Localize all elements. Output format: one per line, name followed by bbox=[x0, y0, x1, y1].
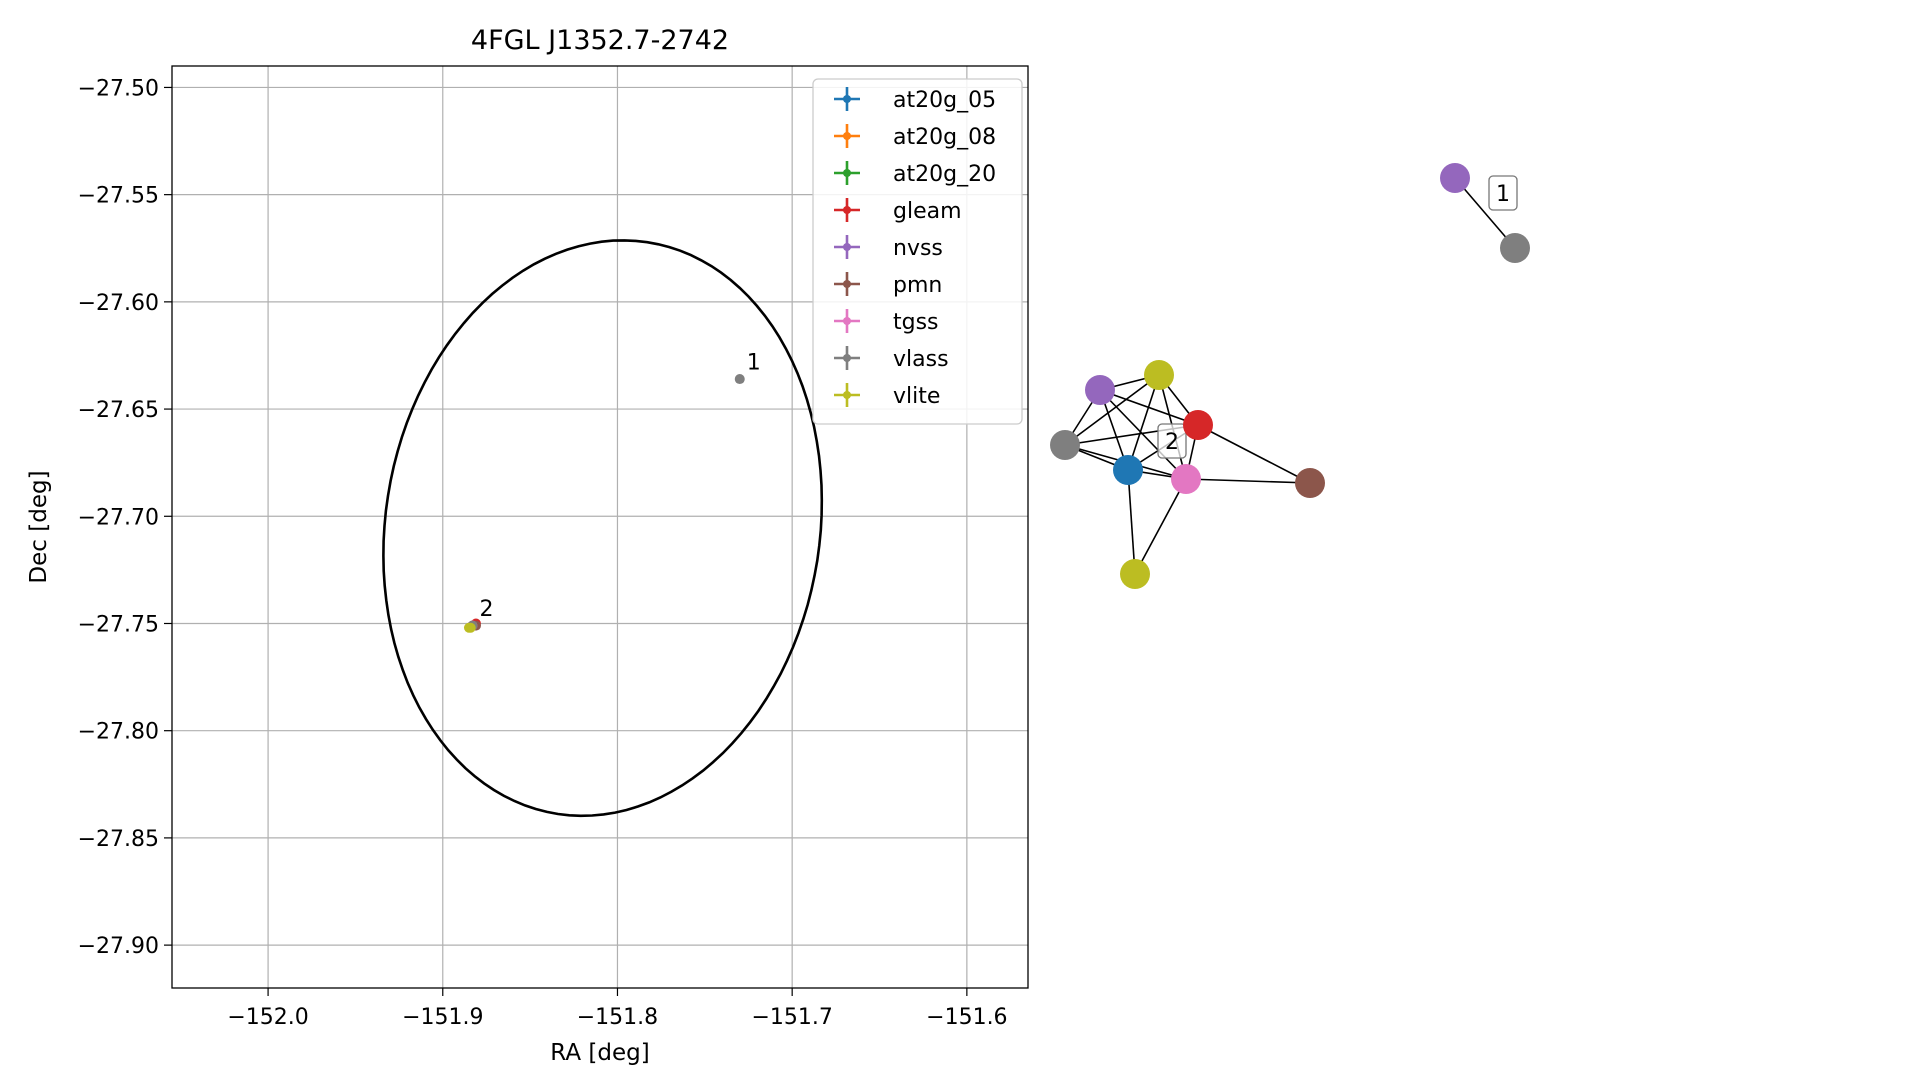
y-tick-label: −27.80 bbox=[78, 720, 159, 745]
network-node-g2_tgss bbox=[1171, 464, 1201, 494]
legend-marker-dot bbox=[843, 280, 851, 288]
network-nodes bbox=[1050, 163, 1530, 589]
chart-title: 4FGL J1352.7-2742 bbox=[471, 25, 729, 56]
network-node-g2_at20g bbox=[1113, 455, 1143, 485]
point-annotation: 2 bbox=[479, 597, 493, 622]
x-tick-label: −151.9 bbox=[402, 1005, 483, 1030]
y-axis-label: Dec [deg] bbox=[26, 470, 52, 583]
y-tick-label: −27.75 bbox=[78, 612, 159, 637]
network-edge bbox=[1127, 469, 1136, 575]
network-label: 1 bbox=[1496, 182, 1510, 207]
y-tick-label: −27.65 bbox=[78, 398, 159, 423]
y-tick-label: −27.55 bbox=[78, 184, 159, 209]
network-edge bbox=[1197, 424, 1311, 484]
legend-marker-dot bbox=[843, 317, 851, 325]
network-label-box bbox=[1157, 423, 1187, 459]
legend-marker-dot bbox=[843, 169, 851, 177]
x-tick-label: −151.8 bbox=[577, 1005, 658, 1030]
legend-entry-vlite: vlite bbox=[893, 384, 940, 409]
legend-marker-dot bbox=[843, 243, 851, 251]
legend-entry-tgss: tgss bbox=[893, 310, 939, 335]
x-tick-label: −152.0 bbox=[227, 1005, 308, 1030]
legend-entry-nvss: nvss bbox=[893, 236, 943, 261]
network-node-g1_nvss bbox=[1440, 163, 1470, 193]
y-tick-label: −27.85 bbox=[78, 827, 159, 852]
y-tick-label: −27.70 bbox=[78, 505, 159, 530]
legend-marker-dot bbox=[843, 391, 851, 399]
legend-entry-vlass: vlass bbox=[893, 347, 949, 372]
legend-marker-dot bbox=[843, 95, 851, 103]
point-annotation: 1 bbox=[747, 350, 761, 375]
network-edge bbox=[1454, 177, 1516, 249]
legend-entry-at20g_20: at20g_20 bbox=[893, 162, 996, 187]
x-tick-label: −151.7 bbox=[751, 1005, 832, 1030]
network-labels: 12 bbox=[1157, 175, 1518, 459]
legend-marker-dot bbox=[843, 132, 851, 140]
plot-frame bbox=[171, 65, 1029, 989]
legend-marker-dot bbox=[843, 354, 851, 362]
network-node-g2_vlite_a bbox=[1144, 360, 1174, 390]
x-tick-label: −151.6 bbox=[926, 1005, 1007, 1030]
network-edge bbox=[1064, 374, 1160, 446]
network-label-box bbox=[1488, 175, 1518, 211]
localization-ellipse bbox=[382, 239, 824, 818]
network-node-g2_gleam bbox=[1183, 410, 1213, 440]
y-tick-label: −27.90 bbox=[78, 934, 159, 959]
network-label: 2 bbox=[1165, 430, 1179, 455]
y-tick-label: −27.60 bbox=[78, 291, 159, 316]
legend-entry-pmn: pmn bbox=[893, 273, 942, 298]
data-points bbox=[463, 374, 745, 633]
network-edge bbox=[1134, 478, 1187, 575]
grid-lines bbox=[172, 66, 1028, 988]
network-node-g1_vlass bbox=[1500, 233, 1530, 263]
x-axis-label: RA [deg] bbox=[550, 1040, 649, 1066]
point-vlass bbox=[734, 374, 745, 385]
legend-marker-dot bbox=[843, 206, 851, 214]
network-node-g2_pmn bbox=[1295, 468, 1325, 498]
point-annotations: 12 bbox=[479, 350, 760, 622]
network-edge bbox=[1127, 374, 1160, 471]
legend-box bbox=[812, 78, 1023, 425]
network-edge bbox=[1099, 389, 1187, 480]
legend-entry-gleam: gleam bbox=[893, 199, 962, 224]
axis-ticks: −152.0 −151.9 −151.8 −151.7 −151.6 −27.50 −27.… bbox=[78, 76, 1008, 1030]
network-node-g2_vlass bbox=[1050, 430, 1080, 460]
localization-ellipse-group bbox=[382, 239, 824, 818]
network-edges bbox=[1064, 177, 1516, 575]
network-edge bbox=[1185, 478, 1311, 484]
network-node-g2_vlite_b bbox=[1120, 559, 1150, 589]
network-node-g2_nvss bbox=[1085, 375, 1115, 405]
y-tick-label: −27.50 bbox=[78, 76, 159, 101]
legend-entry-at20g_05: at20g_05 bbox=[893, 88, 996, 113]
point-vlite bbox=[463, 622, 474, 633]
legend-entry-at20g_08: at20g_08 bbox=[893, 125, 996, 150]
